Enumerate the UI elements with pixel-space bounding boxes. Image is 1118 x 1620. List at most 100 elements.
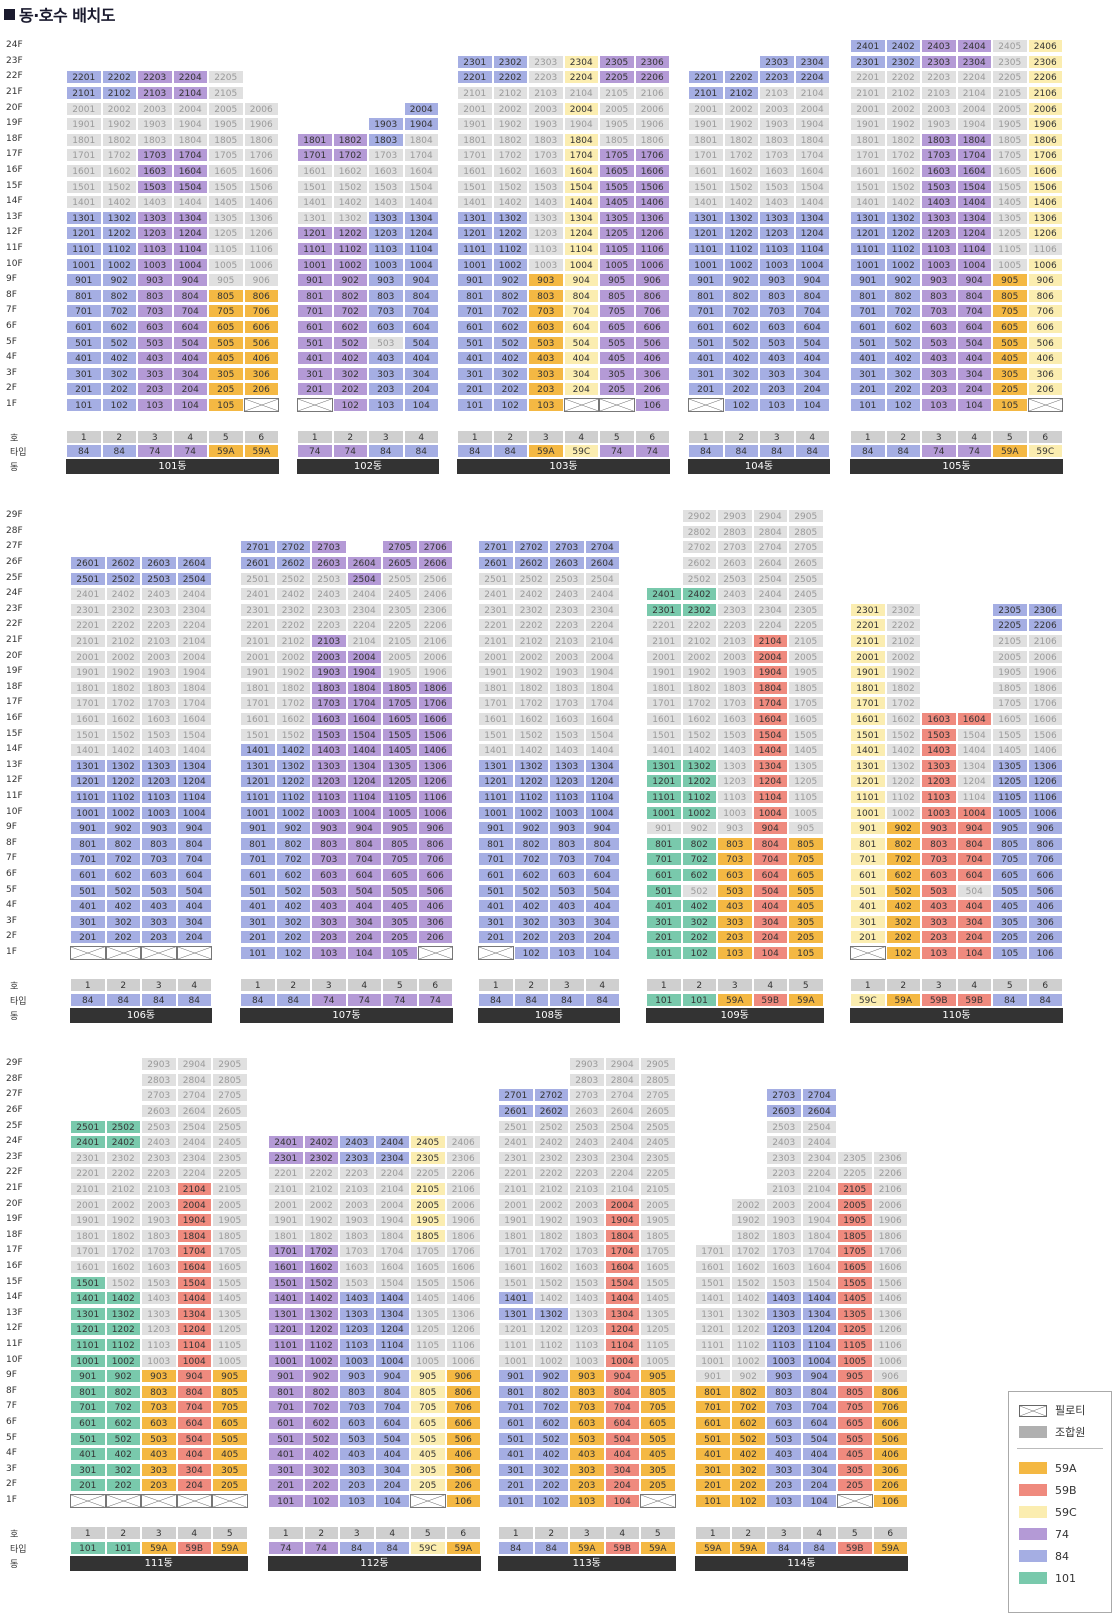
unit-cell[interactable]: 1003 xyxy=(717,805,753,820)
unit-cell[interactable]: 302 xyxy=(885,366,921,381)
unit-cell[interactable]: 2001 xyxy=(240,649,276,664)
unit-cell[interactable]: 205 xyxy=(640,1478,676,1493)
unit-cell[interactable]: 1601 xyxy=(70,1260,106,1274)
unit-cell[interactable]: 201 xyxy=(695,1478,731,1493)
unit-cell[interactable]: 1201 xyxy=(268,1322,304,1337)
unit-cell[interactable]: 705 xyxy=(382,852,418,867)
unit-cell[interactable]: 1004 xyxy=(172,257,208,272)
unit-cell[interactable]: 602 xyxy=(303,1416,339,1430)
unit-cell[interactable]: 1506 xyxy=(445,1275,481,1290)
unit-cell[interactable]: 404 xyxy=(752,899,788,914)
unit-cell[interactable]: 1305 xyxy=(208,210,244,225)
unit-cell[interactable]: 502 xyxy=(303,1431,339,1446)
unit-cell[interactable]: 1504 xyxy=(374,1275,410,1290)
unit-cell[interactable]: 402 xyxy=(723,351,759,366)
unit-cell[interactable]: 901 xyxy=(297,273,333,288)
unit-cell[interactable]: 1704 xyxy=(752,696,788,711)
unit-cell[interactable]: 2503 xyxy=(569,1119,605,1134)
unit-cell[interactable]: 2504 xyxy=(801,1119,837,1134)
unit-cell[interactable]: 1902 xyxy=(723,117,759,132)
unit-cell[interactable]: 2302 xyxy=(513,602,549,617)
unit-cell[interactable]: 1103 xyxy=(368,242,404,256)
unit-cell[interactable]: 602 xyxy=(101,320,137,334)
unit-cell[interactable]: 2204 xyxy=(956,70,992,85)
unit-cell[interactable]: 1105 xyxy=(640,1338,676,1352)
unit-cell[interactable]: 1501 xyxy=(850,727,886,742)
unit-cell[interactable]: 1904 xyxy=(172,117,208,132)
unit-cell[interactable]: 1106 xyxy=(1027,790,1063,804)
unit-cell[interactable]: 1506 xyxy=(634,179,670,194)
unit-cell[interactable]: 1302 xyxy=(681,758,717,773)
unit-cell[interactable]: 1402 xyxy=(101,195,137,210)
unit-cell[interactable]: 2303 xyxy=(311,602,347,617)
unit-cell[interactable]: 1805 xyxy=(788,680,824,695)
unit-cell[interactable]: 1501 xyxy=(297,179,333,194)
unit-cell[interactable]: 2106 xyxy=(1027,634,1063,648)
unit-cell[interactable]: 502 xyxy=(105,1431,141,1446)
unit-cell[interactable]: 1002 xyxy=(885,257,921,272)
unit-cell[interactable]: 2203 xyxy=(141,1166,177,1181)
unit-cell[interactable]: 1404 xyxy=(176,743,212,758)
unit-cell[interactable]: 1601 xyxy=(66,164,102,178)
unit-cell[interactable]: 2601 xyxy=(478,556,514,570)
unit-cell[interactable]: 2303 xyxy=(766,1150,802,1165)
unit-cell[interactable]: 2204 xyxy=(563,70,599,85)
unit-cell[interactable]: 104 xyxy=(801,1494,837,1508)
unit-cell[interactable]: 2402 xyxy=(275,587,311,602)
unit-cell[interactable]: 2503 xyxy=(141,571,177,586)
unit-cell[interactable]: 1804 xyxy=(374,1228,410,1243)
unit-cell[interactable]: 1503 xyxy=(339,1275,375,1290)
unit-cell[interactable]: 2605 xyxy=(640,1104,676,1118)
unit-cell[interactable]: 401 xyxy=(850,351,886,366)
unit-cell[interactable]: 1706 xyxy=(872,1244,908,1259)
unit-cell[interactable]: 1903 xyxy=(141,1213,177,1228)
unit-cell[interactable]: 506 xyxy=(1027,335,1063,350)
unit-cell[interactable]: 1402 xyxy=(275,743,311,758)
unit-cell[interactable]: 103 xyxy=(528,398,564,412)
unit-cell[interactable]: 2201 xyxy=(646,618,682,633)
unit-cell[interactable]: 904 xyxy=(604,1369,640,1384)
unit-cell[interactable]: 501 xyxy=(498,1431,534,1446)
unit-cell[interactable]: 101 xyxy=(457,398,493,412)
unit-cell[interactable]: 303 xyxy=(717,914,753,929)
unit-cell[interactable]: 1504 xyxy=(956,727,992,742)
unit-cell[interactable]: 201 xyxy=(297,382,333,397)
unit-cell[interactable]: 2004 xyxy=(604,1197,640,1212)
unit-cell[interactable]: 1003 xyxy=(137,257,173,272)
unit-cell[interactable]: 1104 xyxy=(374,1338,410,1352)
unit-cell[interactable]: 2202 xyxy=(105,618,141,633)
unit-cell[interactable]: 1905 xyxy=(599,117,635,132)
unit-cell[interactable]: 1905 xyxy=(788,665,824,680)
unit-cell[interactable]: 301 xyxy=(646,914,682,929)
unit-cell[interactable]: 303 xyxy=(921,366,957,381)
unit-cell[interactable]: 2202 xyxy=(492,70,528,85)
unit-cell[interactable]: 706 xyxy=(417,852,453,867)
unit-cell[interactable]: 2401 xyxy=(240,587,276,602)
unit-cell[interactable]: 2302 xyxy=(303,1150,339,1165)
unit-cell[interactable]: 803 xyxy=(766,1384,802,1399)
unit-cell[interactable]: 1306 xyxy=(634,210,670,225)
unit-cell[interactable]: 202 xyxy=(105,930,141,945)
unit-cell[interactable]: 303 xyxy=(528,366,564,381)
unit-cell[interactable]: 2903 xyxy=(717,509,753,524)
unit-cell[interactable]: 303 xyxy=(549,914,585,929)
unit-cell[interactable]: 404 xyxy=(346,899,382,914)
unit-cell[interactable]: 2602 xyxy=(681,556,717,570)
unit-cell[interactable]: 402 xyxy=(681,899,717,914)
unit-cell[interactable]: 1703 xyxy=(569,1244,605,1259)
unit-cell[interactable]: 1905 xyxy=(212,1213,248,1228)
unit-cell[interactable]: 1606 xyxy=(634,164,670,178)
unit-cell[interactable]: 904 xyxy=(801,1369,837,1384)
unit-cell[interactable]: 1302 xyxy=(101,210,137,225)
unit-cell[interactable]: 1604 xyxy=(563,164,599,178)
unit-cell[interactable]: 502 xyxy=(492,335,528,350)
unit-cell[interactable]: 206 xyxy=(417,930,453,945)
unit-cell[interactable]: 1803 xyxy=(717,680,753,695)
unit-cell[interactable]: 1506 xyxy=(243,179,279,194)
unit-cell[interactable]: 1405 xyxy=(212,1291,248,1306)
unit-cell[interactable]: 2204 xyxy=(752,618,788,633)
unit-cell[interactable]: 1203 xyxy=(921,774,957,789)
unit-cell[interactable]: 301 xyxy=(695,1462,731,1477)
unit-cell[interactable]: 503 xyxy=(368,335,404,350)
unit-cell[interactable]: 2605 xyxy=(212,1104,248,1118)
